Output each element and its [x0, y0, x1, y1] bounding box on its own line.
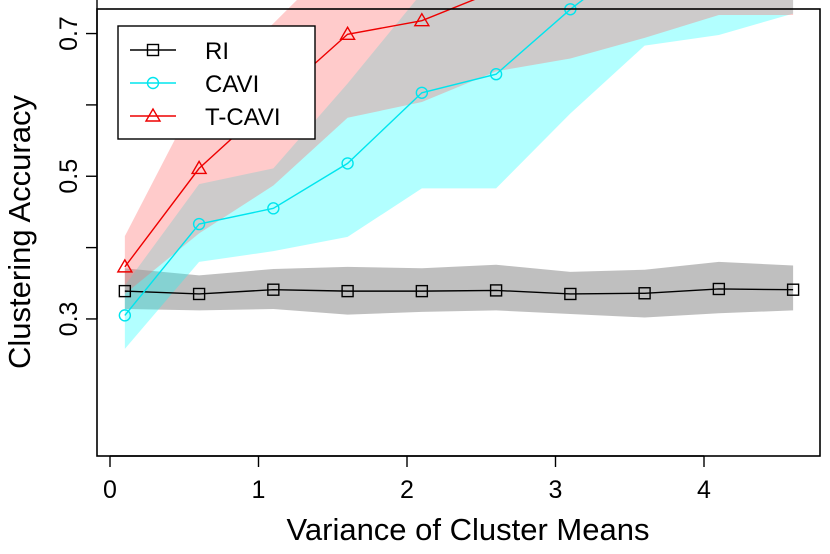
x-tick-label-4: 4	[697, 476, 711, 504]
y-tick-label-4: 0.7	[55, 16, 83, 51]
point-cavi-3	[341, 157, 354, 170]
x-tick-label-0: 0	[103, 476, 117, 504]
point-ri-7	[638, 287, 651, 300]
x-tick-label-2: 2	[400, 476, 414, 504]
point-t-cavi-1	[190, 160, 208, 175]
point-cavi-4	[415, 86, 429, 99]
y-axis: 0.30.50.70.9	[55, 0, 98, 337]
point-ri-5	[489, 284, 503, 297]
point-t-cavi-4	[413, 12, 431, 27]
point-ri-3	[341, 284, 354, 298]
line-ri	[124, 288, 794, 295]
legend-marker-ri	[146, 43, 160, 57]
legend-label-ri: RI	[205, 38, 229, 65]
band-ri	[124, 261, 794, 318]
point-cavi-1	[192, 217, 206, 231]
point-ri-0	[118, 284, 132, 298]
x-axis: 0 1 2 3 4	[103, 455, 711, 504]
legend-label-t-cavi: T-CAVI	[205, 104, 281, 131]
point-cavi-2	[267, 202, 280, 215]
legend-marker-t-cavi	[144, 107, 162, 122]
y-axis-title: Clustering Accuracy	[2, 95, 37, 369]
point-ri-4	[415, 284, 429, 298]
legend-label-cavi: CAVI	[205, 71, 259, 98]
point-t-cavi-0	[116, 258, 134, 273]
point-ri-1	[192, 287, 206, 301]
x-tick-label-1: 1	[252, 476, 266, 504]
band-cavi	[124, 0, 794, 349]
y-tick-label-2: 0.5	[55, 159, 83, 194]
point-t-cavi-3	[339, 25, 356, 40]
point-ri-6	[564, 287, 577, 301]
point-ri-9	[786, 283, 800, 296]
legend-marker-cavi	[146, 76, 160, 90]
series-markers	[116, 3, 800, 322]
x-axis-title: Variance of Cluster Means	[287, 512, 650, 547]
point-cavi-5	[489, 68, 503, 81]
x-tick-label-3: 3	[549, 476, 563, 504]
y-tick-label-0: 0.3	[55, 302, 83, 337]
line-cavi	[124, 0, 584, 316]
point-ri-2	[267, 283, 280, 296]
point-cavi-0	[118, 309, 132, 322]
point-ri-8	[712, 282, 726, 296]
legend: RI CAVI T-CAVI	[117, 25, 316, 140]
